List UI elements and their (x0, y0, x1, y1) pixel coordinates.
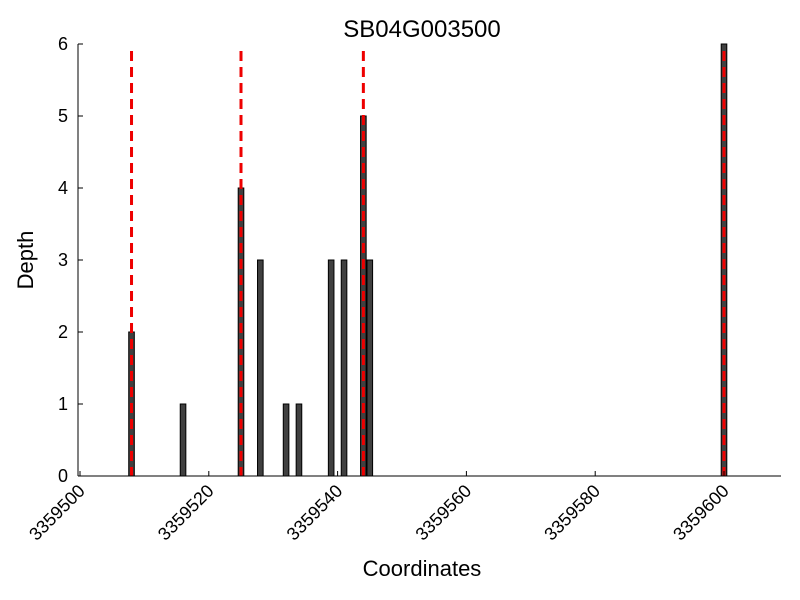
y-tick-label: 3 (58, 250, 68, 270)
y-tick-label: 5 (58, 106, 68, 126)
bar (327, 259, 335, 477)
x-tick-label: 3359500 (25, 481, 89, 545)
x-tick-label: 3359600 (669, 481, 733, 545)
x-tick-label: 3359540 (283, 481, 347, 545)
x-axis-title: Coordinates (363, 556, 482, 581)
x-tick-label: 3359560 (412, 481, 476, 545)
y-axis-title: Depth (13, 231, 38, 290)
y-tick-label: 2 (58, 322, 68, 342)
bar (257, 259, 264, 477)
y-tick-label: 1 (58, 394, 68, 414)
bar (282, 403, 290, 477)
bar (366, 259, 374, 477)
bar (295, 403, 303, 477)
y-tick-label: 6 (58, 34, 68, 54)
y-tick-label: 4 (58, 178, 68, 198)
bar (179, 403, 187, 477)
chart-title: SB04G003500 (343, 16, 500, 43)
x-tick-label: 3359580 (540, 481, 604, 545)
plot-area: 0 1 2 3 4 5 6 3359500 3359520 3359540 3359560 33595… (25, 34, 781, 544)
bar (340, 259, 348, 477)
x-tick-label: 3359520 (154, 481, 218, 545)
y-tick-label: 0 (58, 466, 68, 486)
